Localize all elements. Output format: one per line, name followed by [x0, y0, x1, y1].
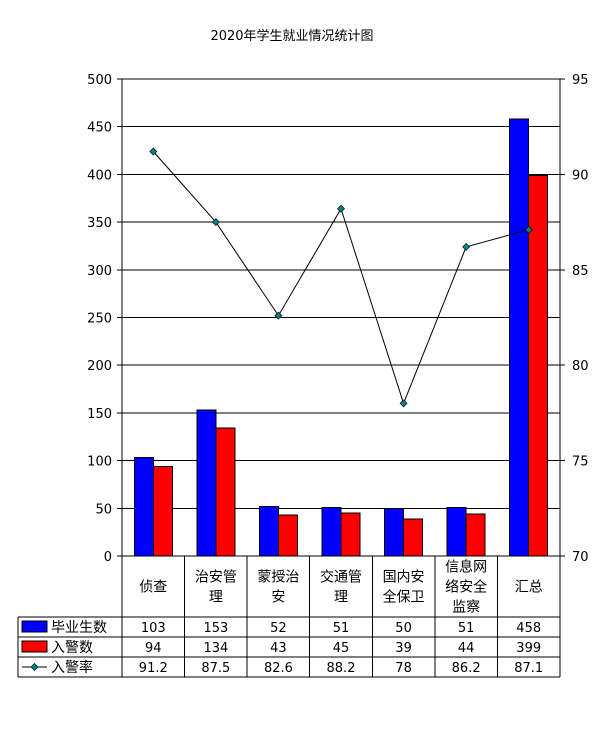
table-cell-value: 86.2	[452, 661, 481, 676]
table-cell-value: 78	[395, 661, 412, 676]
rate-marker	[399, 399, 408, 408]
rate-line	[149, 147, 533, 408]
rate-marker	[462, 242, 471, 251]
y-right-tick-label: 75	[572, 455, 589, 470]
bar-graduates	[509, 118, 530, 557]
category-label: 汇总	[515, 580, 543, 596]
table-cell-value: 51	[458, 621, 475, 636]
y-axis-left: 0 50 100 150 200 250 300 350 400 450 500	[87, 73, 122, 565]
rate-marker	[337, 204, 345, 213]
table-cell-value: 87.1	[514, 661, 543, 676]
table-cell-value: 399	[516, 641, 541, 656]
category-label: 安	[271, 590, 285, 606]
category-label: 蒙授治	[257, 570, 299, 586]
bar-graduates	[446, 506, 467, 557]
y-right-tick-label: 90	[572, 168, 589, 183]
category-label: 侦查	[139, 580, 167, 596]
table-cell-value: 39	[395, 641, 412, 656]
table-cell-value: 50	[395, 621, 412, 636]
category-label: 信息网	[445, 559, 487, 576]
table-cell-value: 88.2	[327, 661, 356, 676]
legend-swatch-1	[21, 640, 48, 653]
y-right-tick-label: 70	[572, 550, 589, 565]
y-left-tick-label: 500	[87, 73, 112, 88]
table-cell-value: 134	[203, 641, 228, 656]
y-right-tick-label: 85	[572, 264, 589, 279]
rate-marker	[274, 311, 283, 320]
bars	[133, 118, 549, 557]
y-left-tick-label: 400	[87, 168, 112, 183]
category-label: 全保卫	[383, 589, 425, 606]
legend-swatch-0	[21, 620, 48, 633]
category-label: 交通管	[320, 569, 362, 586]
rate-marker	[524, 225, 533, 234]
chart-title: 2020年学生就业情况统计图	[210, 28, 373, 44]
y-left-tick-label: 150	[87, 407, 112, 422]
table-cell-value: 153	[203, 621, 228, 636]
legend-label: 入警率	[51, 659, 93, 676]
y-left-tick-label: 300	[87, 264, 112, 279]
table-cell-value: 103	[141, 621, 166, 636]
category-label: 络安全	[445, 579, 487, 596]
rate-marker	[149, 147, 158, 156]
table-cell-value: 82.6	[264, 661, 293, 676]
table-cell-value: 51	[333, 621, 350, 636]
bar-police	[528, 174, 549, 557]
bar-graduates	[196, 409, 217, 557]
y-axis-right: 70 75 80 85 90 95	[560, 73, 589, 565]
table-cell-value: 52	[270, 621, 287, 636]
y-left-tick-label: 250	[87, 312, 112, 327]
table-cell-value: 458	[516, 621, 541, 636]
y-left-tick-label: 0	[104, 550, 112, 565]
y-left-tick-label: 350	[87, 216, 112, 231]
category-label: 治安管	[195, 570, 237, 586]
table-cell-value: 45	[333, 641, 350, 656]
category-label: 理	[334, 590, 348, 606]
bar-police	[215, 427, 236, 557]
y-right-tick-label: 80	[572, 359, 589, 374]
bar-graduates	[384, 507, 405, 557]
category-label: 理	[209, 590, 223, 606]
y-left-tick-label: 50	[95, 502, 112, 517]
y-left-tick-label: 200	[87, 359, 112, 374]
table-cell-value: 87.5	[201, 661, 230, 676]
bar-police	[340, 512, 361, 557]
table-cell-value: 44	[458, 641, 475, 656]
y-left-tick-label: 450	[87, 121, 112, 136]
legend-line-marker	[30, 663, 39, 671]
y-left-tick-label: 100	[87, 455, 112, 470]
legend-label: 毕业生数	[51, 620, 107, 636]
rate-marker	[211, 218, 220, 227]
table-cell-value: 43	[270, 641, 287, 656]
category-label: 监察	[452, 599, 480, 616]
bar-police	[152, 465, 173, 557]
bar-police	[403, 518, 424, 557]
category-label: 国内安	[383, 570, 425, 586]
bar-graduates	[258, 505, 279, 557]
table-cell-value: 94	[145, 641, 162, 656]
bar-graduates	[133, 457, 154, 557]
grid	[121, 78, 561, 557]
y-right-tick-label: 95	[572, 73, 589, 88]
table-cell-value: 91.2	[139, 661, 168, 676]
bar-police	[465, 513, 486, 557]
bar-graduates	[321, 506, 342, 557]
bar-police	[277, 514, 298, 557]
legend-label: 入警数	[51, 640, 93, 656]
